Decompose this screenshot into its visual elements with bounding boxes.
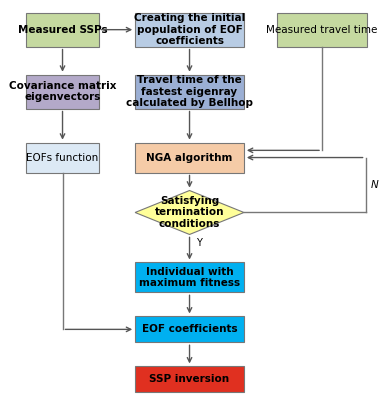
FancyBboxPatch shape — [26, 75, 99, 109]
Text: Measured SSPs: Measured SSPs — [18, 25, 107, 34]
Text: EOF coefficients: EOF coefficients — [142, 324, 237, 334]
FancyBboxPatch shape — [135, 262, 244, 292]
Text: N: N — [371, 180, 379, 190]
Text: Y: Y — [196, 238, 202, 248]
FancyBboxPatch shape — [135, 143, 244, 172]
Text: Covariance matrix
eigenvectors: Covariance matrix eigenvectors — [9, 81, 116, 102]
FancyBboxPatch shape — [135, 367, 244, 392]
FancyBboxPatch shape — [277, 13, 367, 47]
FancyBboxPatch shape — [135, 75, 244, 109]
Text: Travel time of the
fastest eigenray
calculated by Bellhop: Travel time of the fastest eigenray calc… — [126, 75, 253, 108]
Text: Satisfying
termination
conditions: Satisfying termination conditions — [155, 196, 224, 229]
Text: Creating the initial
population of EOF
coefficients: Creating the initial population of EOF c… — [134, 13, 245, 46]
Text: SSP inversion: SSP inversion — [149, 374, 230, 384]
Text: Measured travel time: Measured travel time — [266, 25, 378, 34]
Text: NGA algorithm: NGA algorithm — [146, 152, 233, 162]
FancyBboxPatch shape — [26, 13, 99, 47]
FancyBboxPatch shape — [135, 13, 244, 47]
FancyBboxPatch shape — [135, 316, 244, 342]
Text: Individual with
maximum fitness: Individual with maximum fitness — [139, 267, 240, 288]
Polygon shape — [135, 190, 244, 235]
FancyBboxPatch shape — [26, 143, 99, 172]
Text: EOFs function: EOFs function — [26, 152, 99, 162]
